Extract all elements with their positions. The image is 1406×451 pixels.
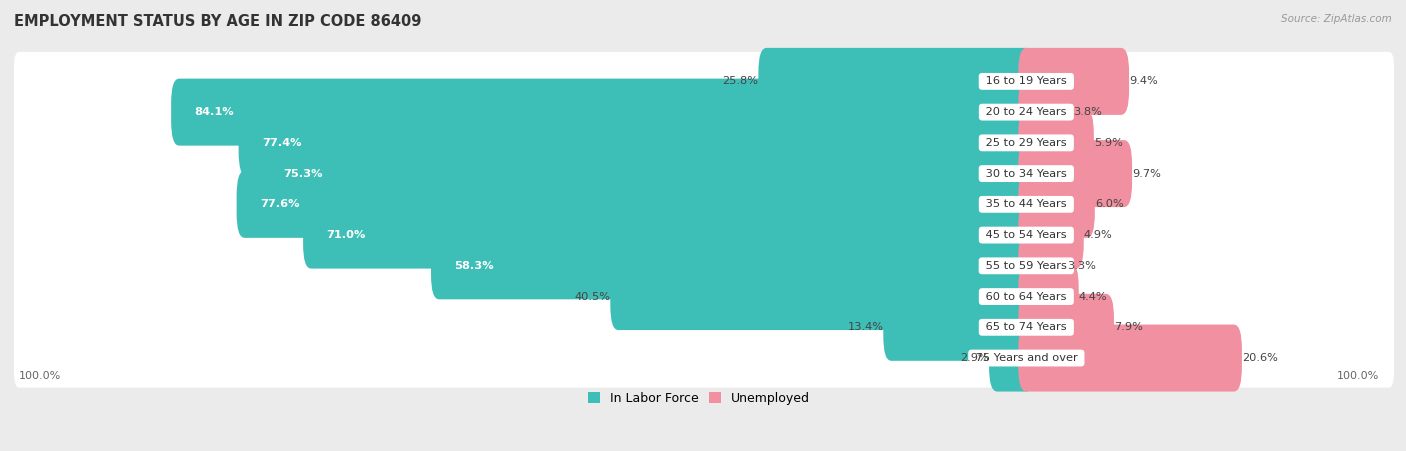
- Text: EMPLOYMENT STATUS BY AGE IN ZIP CODE 86409: EMPLOYMENT STATUS BY AGE IN ZIP CODE 864…: [14, 14, 422, 28]
- Text: 75 Years and over: 75 Years and over: [972, 353, 1081, 363]
- Text: 35 to 44 Years: 35 to 44 Years: [983, 199, 1070, 209]
- Text: 7.9%: 7.9%: [1114, 322, 1143, 332]
- FancyBboxPatch shape: [1018, 140, 1132, 207]
- FancyBboxPatch shape: [1018, 78, 1073, 146]
- Text: 3.8%: 3.8%: [1073, 107, 1101, 117]
- FancyBboxPatch shape: [304, 202, 1035, 269]
- FancyBboxPatch shape: [14, 175, 1393, 234]
- Text: 20.6%: 20.6%: [1241, 353, 1278, 363]
- Text: 6.0%: 6.0%: [1095, 199, 1123, 209]
- FancyBboxPatch shape: [260, 140, 1035, 207]
- Text: 16 to 19 Years: 16 to 19 Years: [983, 76, 1070, 87]
- FancyBboxPatch shape: [1018, 171, 1095, 238]
- FancyBboxPatch shape: [988, 325, 1035, 391]
- FancyBboxPatch shape: [1018, 202, 1084, 269]
- Text: 4.9%: 4.9%: [1084, 230, 1112, 240]
- FancyBboxPatch shape: [239, 109, 1035, 176]
- FancyBboxPatch shape: [883, 294, 1035, 361]
- Text: 65 to 74 Years: 65 to 74 Years: [983, 322, 1070, 332]
- FancyBboxPatch shape: [432, 232, 1035, 299]
- FancyBboxPatch shape: [1018, 232, 1067, 299]
- Text: 71.0%: 71.0%: [326, 230, 366, 240]
- Text: 100.0%: 100.0%: [1337, 372, 1379, 382]
- FancyBboxPatch shape: [610, 263, 1035, 330]
- Text: 77.4%: 77.4%: [262, 138, 301, 148]
- FancyBboxPatch shape: [14, 144, 1393, 203]
- FancyBboxPatch shape: [14, 83, 1393, 142]
- Text: 20 to 24 Years: 20 to 24 Years: [983, 107, 1070, 117]
- Text: 25.8%: 25.8%: [723, 76, 758, 87]
- FancyBboxPatch shape: [14, 328, 1393, 387]
- Text: 13.4%: 13.4%: [848, 322, 883, 332]
- Text: 84.1%: 84.1%: [194, 107, 233, 117]
- FancyBboxPatch shape: [172, 78, 1035, 146]
- FancyBboxPatch shape: [14, 298, 1393, 357]
- FancyBboxPatch shape: [14, 113, 1393, 172]
- Legend: In Labor Force, Unemployed: In Labor Force, Unemployed: [582, 387, 815, 410]
- Text: 30 to 34 Years: 30 to 34 Years: [983, 169, 1070, 179]
- Text: 40.5%: 40.5%: [574, 291, 610, 302]
- FancyBboxPatch shape: [14, 236, 1393, 295]
- Text: 3.3%: 3.3%: [1067, 261, 1097, 271]
- FancyBboxPatch shape: [1018, 263, 1078, 330]
- FancyBboxPatch shape: [758, 48, 1035, 115]
- FancyBboxPatch shape: [1018, 48, 1129, 115]
- Text: 75.3%: 75.3%: [283, 169, 322, 179]
- FancyBboxPatch shape: [14, 206, 1393, 265]
- Text: 55 to 59 Years: 55 to 59 Years: [981, 261, 1070, 271]
- Text: 58.3%: 58.3%: [454, 261, 494, 271]
- Text: 9.4%: 9.4%: [1129, 76, 1157, 87]
- Text: 60 to 64 Years: 60 to 64 Years: [983, 291, 1070, 302]
- Text: 77.6%: 77.6%: [260, 199, 299, 209]
- Text: 100.0%: 100.0%: [20, 372, 62, 382]
- FancyBboxPatch shape: [1018, 109, 1094, 176]
- Text: 4.4%: 4.4%: [1078, 291, 1108, 302]
- FancyBboxPatch shape: [236, 171, 1035, 238]
- Text: Source: ZipAtlas.com: Source: ZipAtlas.com: [1281, 14, 1392, 23]
- Text: 2.9%: 2.9%: [960, 353, 988, 363]
- Text: 9.7%: 9.7%: [1132, 169, 1161, 179]
- Text: 25 to 29 Years: 25 to 29 Years: [983, 138, 1070, 148]
- Text: 45 to 54 Years: 45 to 54 Years: [983, 230, 1070, 240]
- FancyBboxPatch shape: [1018, 294, 1114, 361]
- Text: 5.9%: 5.9%: [1094, 138, 1123, 148]
- FancyBboxPatch shape: [1018, 325, 1241, 391]
- FancyBboxPatch shape: [14, 52, 1393, 111]
- FancyBboxPatch shape: [14, 267, 1393, 326]
